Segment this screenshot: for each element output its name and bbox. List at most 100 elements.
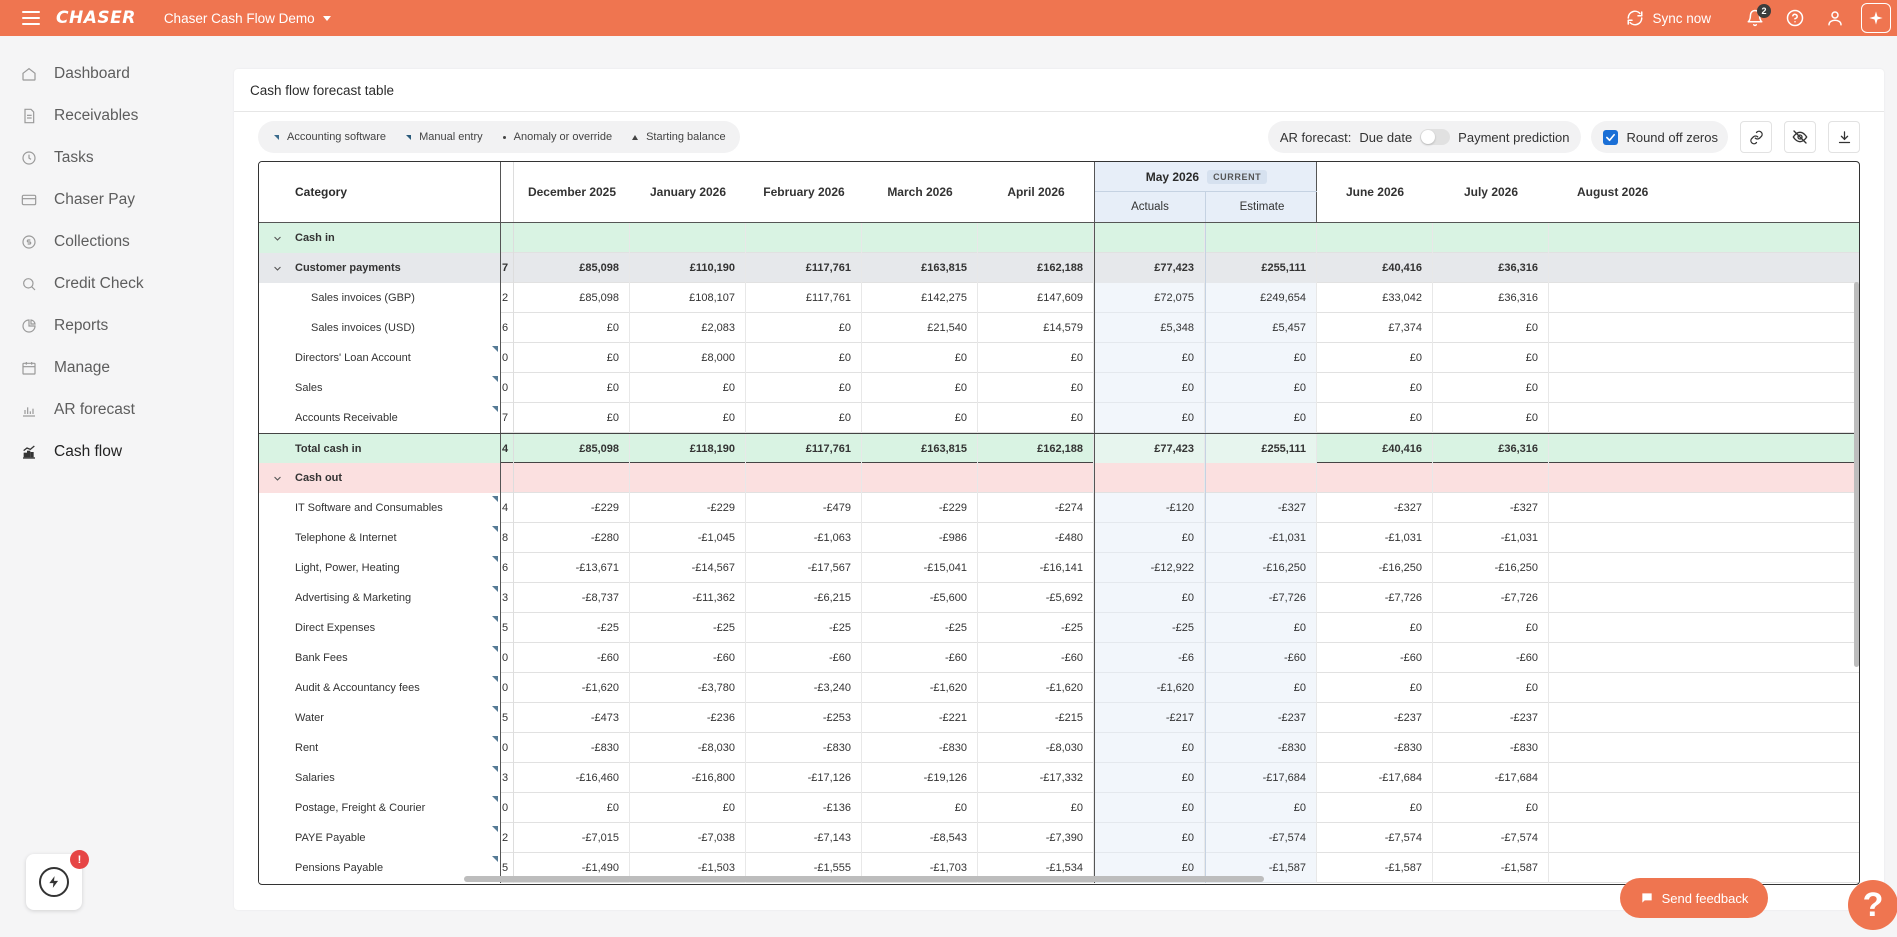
value-cell[interactable]: -£60 xyxy=(514,643,630,673)
month-header[interactable]: December 2025 xyxy=(514,162,630,222)
value-cell[interactable]: £0 xyxy=(862,793,978,823)
value-cell[interactable]: £0 xyxy=(1433,373,1549,403)
category-cell[interactable]: Customer payments xyxy=(259,253,501,283)
value-cell[interactable]: -£16,250 xyxy=(1205,553,1317,583)
value-cell[interactable]: £163,815 xyxy=(862,434,978,464)
value-cell[interactable] xyxy=(1317,223,1433,253)
category-cell[interactable]: Rent xyxy=(259,733,501,763)
value-cell[interactable]: -£60 xyxy=(630,643,746,673)
value-cell[interactable] xyxy=(1094,463,1205,493)
value-cell[interactable]: -£8,030 xyxy=(978,733,1094,763)
value-cell[interactable]: £0 xyxy=(978,403,1094,433)
category-cell[interactable]: Total cash in xyxy=(259,434,501,464)
value-cell[interactable] xyxy=(1549,673,1665,703)
category-cell[interactable]: Light, Power, Heating xyxy=(259,553,501,583)
help-fab-button[interactable]: ? xyxy=(1848,880,1897,930)
value-cell[interactable]: -£19,126 xyxy=(862,763,978,793)
download-button[interactable] xyxy=(1828,121,1860,153)
sidebar-item-chaser-pay[interactable]: Chaser Pay xyxy=(0,179,220,221)
profile-button[interactable] xyxy=(1815,0,1855,36)
value-cell[interactable]: £72,075 xyxy=(1094,283,1205,313)
category-cell[interactable]: IT Software and Consumables xyxy=(259,493,501,523)
value-cell[interactable]: -£16,800 xyxy=(630,763,746,793)
value-cell[interactable]: £0 xyxy=(514,313,630,343)
value-cell[interactable]: £0 xyxy=(1317,373,1433,403)
chevron-down-icon[interactable] xyxy=(259,234,295,243)
value-cell[interactable]: -£217 xyxy=(1094,703,1205,733)
value-cell[interactable]: -£7,726 xyxy=(1317,583,1433,613)
value-cell[interactable] xyxy=(978,463,1094,493)
value-cell[interactable]: £8,000 xyxy=(630,343,746,373)
value-cell[interactable] xyxy=(1549,434,1665,464)
ai-assistant-button[interactable] xyxy=(1861,3,1891,33)
value-cell[interactable]: £21,540 xyxy=(862,313,978,343)
category-cell[interactable]: Direct Expenses xyxy=(259,613,501,643)
category-cell[interactable]: Water xyxy=(259,703,501,733)
value-cell[interactable]: -£60 xyxy=(746,643,862,673)
value-cell[interactable]: -£136 xyxy=(746,793,862,823)
value-cell[interactable]: -£1,555 xyxy=(746,853,862,883)
value-cell[interactable]: -£25 xyxy=(514,613,630,643)
value-cell[interactable] xyxy=(1549,553,1665,583)
value-cell[interactable]: -£473 xyxy=(514,703,630,733)
chevron-down-icon[interactable] xyxy=(259,474,295,483)
value-cell[interactable]: £108,107 xyxy=(630,283,746,313)
send-feedback-button[interactable]: Send feedback xyxy=(1620,878,1768,918)
value-cell[interactable]: -£229 xyxy=(514,493,630,523)
copy-link-button[interactable] xyxy=(1740,121,1772,153)
month-header[interactable]: August 2026 xyxy=(1549,162,1665,222)
value-cell[interactable] xyxy=(978,223,1094,253)
value-cell[interactable]: -£236 xyxy=(630,703,746,733)
value-cell[interactable]: -£60 xyxy=(862,643,978,673)
value-cell[interactable] xyxy=(1549,283,1665,313)
value-cell[interactable]: -£120 xyxy=(1094,493,1205,523)
value-cell[interactable]: £0 xyxy=(1317,403,1433,433)
help-button[interactable] xyxy=(1775,0,1815,36)
value-cell[interactable]: £0 xyxy=(746,313,862,343)
value-cell[interactable]: -£215 xyxy=(978,703,1094,733)
value-cell[interactable]: -£7,015 xyxy=(514,823,630,853)
value-cell[interactable] xyxy=(1549,703,1665,733)
value-cell[interactable]: -£280 xyxy=(514,523,630,553)
value-cell[interactable]: -£7,574 xyxy=(1317,823,1433,853)
value-cell[interactable]: £162,188 xyxy=(978,253,1094,283)
sidebar-item-dashboard[interactable]: Dashboard xyxy=(0,53,220,95)
value-cell[interactable] xyxy=(1549,343,1665,373)
value-cell[interactable]: -£8,030 xyxy=(630,733,746,763)
value-cell[interactable] xyxy=(514,223,630,253)
value-cell[interactable]: -£17,126 xyxy=(746,763,862,793)
value-cell[interactable]: £40,416 xyxy=(1317,434,1433,464)
value-cell[interactable]: £0 xyxy=(1317,343,1433,373)
value-cell[interactable]: £33,042 xyxy=(1317,283,1433,313)
month-header[interactable]: January 2026 xyxy=(630,162,746,222)
value-cell[interactable]: -£1,620 xyxy=(1094,673,1205,703)
value-cell[interactable]: -£14,567 xyxy=(630,553,746,583)
value-cell[interactable]: -£480 xyxy=(978,523,1094,553)
value-cell[interactable] xyxy=(1549,763,1665,793)
value-cell[interactable]: £0 xyxy=(746,373,862,403)
value-cell[interactable]: -£8,737 xyxy=(514,583,630,613)
value-cell[interactable]: -£1,587 xyxy=(1433,853,1549,883)
value-cell[interactable] xyxy=(1549,823,1665,853)
value-cell[interactable] xyxy=(1549,403,1665,433)
value-cell[interactable] xyxy=(1549,223,1665,253)
category-cell[interactable]: PAYE Payable xyxy=(259,823,501,853)
value-cell[interactable] xyxy=(1549,643,1665,673)
category-cell[interactable]: Cash out xyxy=(259,463,501,493)
value-cell[interactable]: -£17,684 xyxy=(1317,763,1433,793)
value-cell[interactable]: -£17,567 xyxy=(746,553,862,583)
value-cell[interactable]: -£237 xyxy=(1205,703,1317,733)
value-cell[interactable]: -£1,045 xyxy=(630,523,746,553)
value-cell[interactable] xyxy=(630,223,746,253)
value-cell[interactable]: £77,423 xyxy=(1094,253,1205,283)
value-cell[interactable] xyxy=(630,463,746,493)
value-cell[interactable] xyxy=(514,463,630,493)
sidebar-item-receivables[interactable]: Receivables xyxy=(0,95,220,137)
value-cell[interactable]: -£3,780 xyxy=(630,673,746,703)
value-cell[interactable]: £5,348 xyxy=(1094,313,1205,343)
value-cell[interactable]: -£25 xyxy=(862,613,978,643)
value-cell[interactable]: £0 xyxy=(514,343,630,373)
value-cell[interactable]: £0 xyxy=(1433,793,1549,823)
value-cell[interactable]: £0 xyxy=(1094,733,1205,763)
value-cell[interactable]: £14,579 xyxy=(978,313,1094,343)
